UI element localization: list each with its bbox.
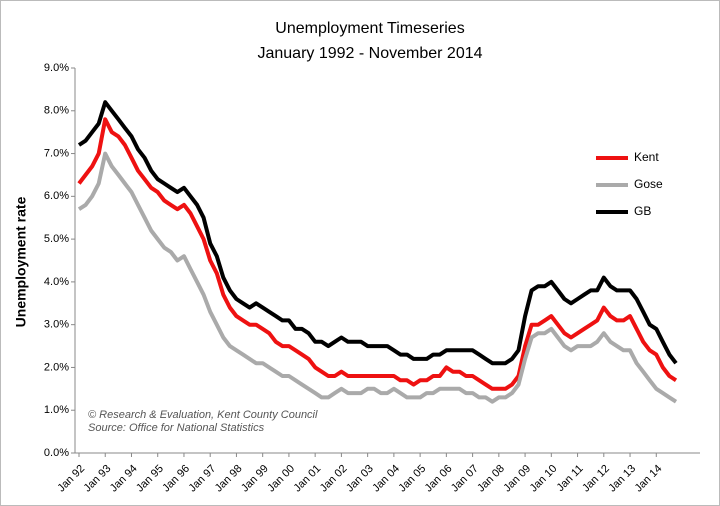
legend-label: Kent <box>634 150 659 164</box>
annotation: Source: Office for National Statistics <box>88 422 265 434</box>
y-tick-label: 5.0% <box>44 233 69 245</box>
chart-subtitle: January 1992 - November 2014 <box>257 45 482 62</box>
legend-label: GB <box>634 204 651 218</box>
y-tick-label: 3.0% <box>44 319 69 331</box>
series-line <box>77 151 678 404</box>
y-axis-label: Unemployment rate <box>13 196 29 327</box>
y-tick-label: 7.0% <box>44 147 69 159</box>
series-line <box>77 100 678 366</box>
y-tick-label: 0.0% <box>44 447 69 459</box>
legend-label: Gose <box>634 177 663 191</box>
y-tick-label: 4.0% <box>44 276 69 288</box>
y-tick-label: 9.0% <box>44 62 69 74</box>
chart-title: Unemployment Timeseries <box>275 20 464 37</box>
y-tick-label: 6.0% <box>44 190 69 202</box>
y-tick-label: 2.0% <box>44 361 69 373</box>
y-tick-label: 1.0% <box>44 404 69 416</box>
y-tick-label: 8.0% <box>44 105 69 117</box>
annotation: © Research & Evaluation, Kent County Cou… <box>88 409 318 421</box>
series-line <box>77 117 678 391</box>
